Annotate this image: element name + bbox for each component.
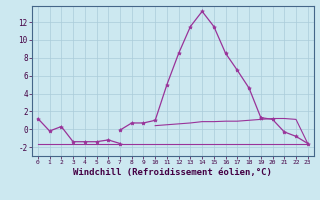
X-axis label: Windchill (Refroidissement éolien,°C): Windchill (Refroidissement éolien,°C) (73, 168, 272, 177)
